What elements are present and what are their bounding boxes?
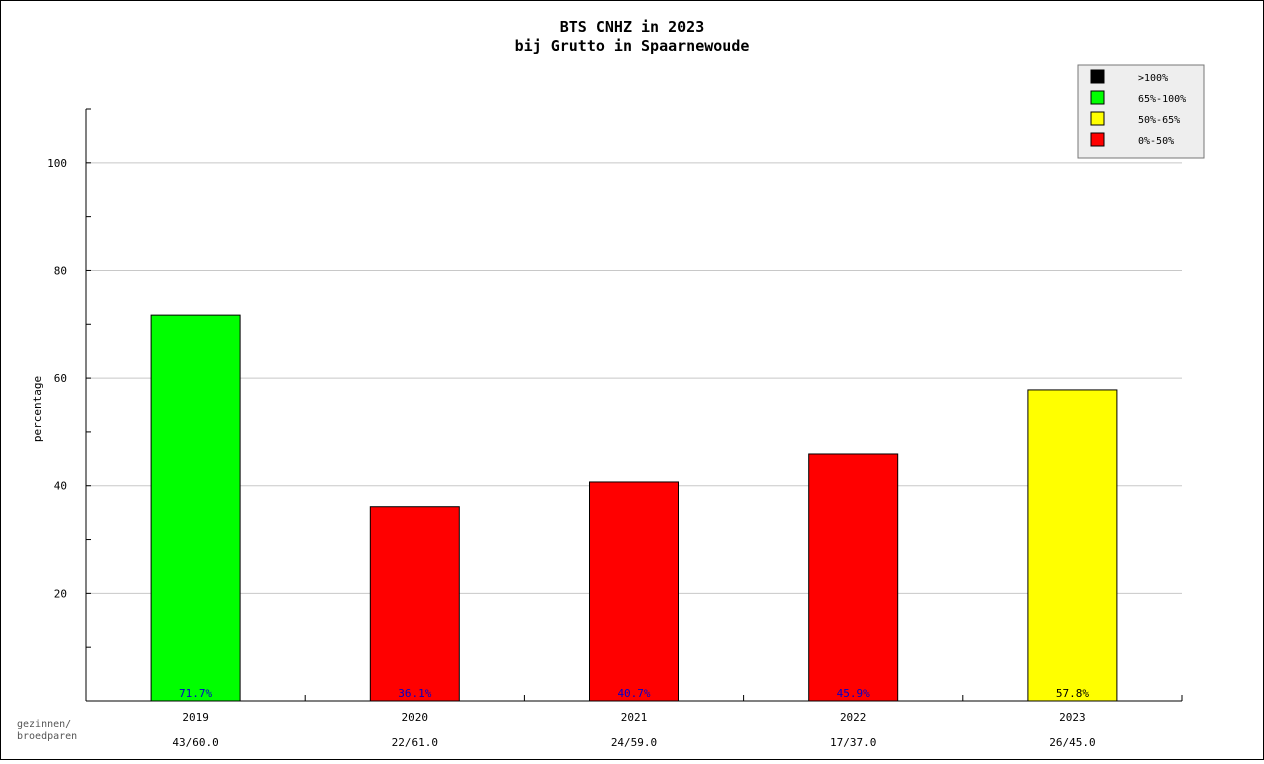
secondary-row-title: gezinnen/ broedparen [17, 719, 77, 742]
x-tick-label: 2020 [402, 711, 429, 724]
y-tick-label-80: 80 [54, 264, 67, 277]
bar-2019 [150, 314, 241, 702]
bar-2020 [369, 506, 460, 702]
y-tick-label-100: 100 [47, 157, 67, 170]
bar-2023 [1027, 389, 1118, 702]
grid-lines [86, 162, 1182, 594]
legend-swatch [1090, 90, 1105, 105]
bars: 71.7% 36.1% 40.7% 45.9% 57.8% [150, 314, 1118, 702]
chart-subtitle: bij Grutto in Spaarnewoude [515, 37, 750, 55]
legend-label: 50%-65% [1138, 115, 1180, 126]
secondary-labels: 43/60.0 22/61.0 24/59.0 17/37.0 26/45.0 [172, 736, 1095, 749]
bar-2022 [808, 453, 899, 702]
bar-value-label: 45.9% [837, 687, 870, 700]
axes [85, 108, 1183, 702]
x-tick-label: 2022 [840, 711, 867, 724]
bar-value-label: 71.7% [179, 687, 212, 700]
x-tick-label: 2023 [1059, 711, 1086, 724]
legend-label: >100% [1138, 73, 1168, 84]
secondary-label: 43/60.0 [172, 736, 218, 749]
bar-value-label: 40.7% [617, 687, 650, 700]
legend-swatch [1090, 132, 1105, 147]
bar-value-label: 36.1% [398, 687, 431, 700]
y-axis-label: percentage [31, 376, 44, 442]
y-tick-label-40: 40 [54, 480, 67, 493]
y-tick-label-60: 60 [54, 372, 67, 385]
secondary-label: 17/37.0 [830, 736, 876, 749]
bar-value-label: 57.8% [1056, 687, 1089, 700]
y-tick-labels: 20 40 60 80 100 [47, 157, 67, 601]
secondary-label: 22/61.0 [392, 736, 438, 749]
secondary-label: 24/59.0 [611, 736, 657, 749]
legend-label: 65%-100% [1138, 94, 1186, 105]
x-tick-label: 2021 [621, 711, 648, 724]
y-tick-label-20: 20 [54, 587, 67, 600]
x-tick-labels: 2019 2020 2021 2022 2023 [182, 711, 1085, 724]
secondary-label: 26/45.0 [1049, 736, 1095, 749]
legend-swatch [1090, 69, 1105, 84]
bar-2021 [589, 481, 679, 702]
legend-swatch [1090, 111, 1105, 126]
legend: >100% 65%-100% 50%-65% 0%-50% [1077, 64, 1205, 159]
x-tick-label: 2019 [182, 711, 209, 724]
chart-title: BTS CNHZ in 2023 [560, 18, 705, 36]
legend-label: 0%-50% [1138, 136, 1174, 147]
